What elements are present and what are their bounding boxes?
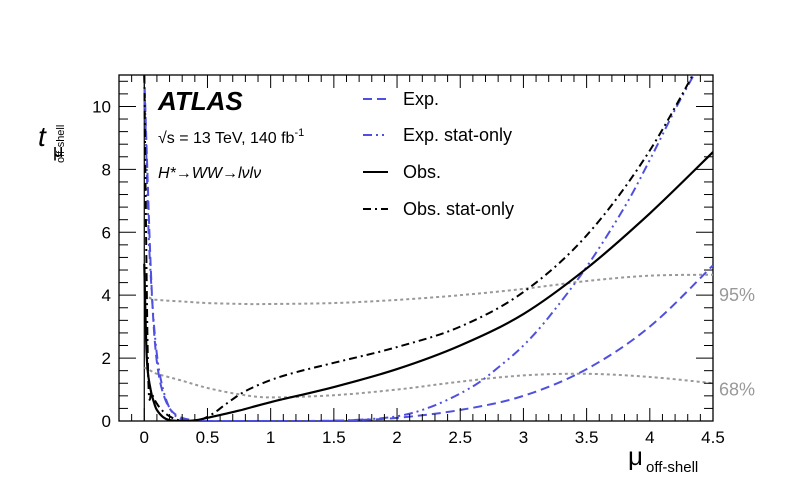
energy-label-sup: -1 — [294, 127, 304, 139]
threshold-label: 68% — [719, 380, 755, 400]
y-tick-label: 2 — [102, 349, 111, 368]
atlas-label: ATLAS — [157, 86, 243, 116]
x-tick-label: 4.5 — [701, 428, 725, 447]
y-axis-title-subsub: off-shell — [55, 125, 67, 163]
x-tick-label: 0.5 — [196, 428, 220, 447]
x-axis-title-sub: off-shell — [646, 459, 698, 476]
series-line-exp-stat-only — [143, 75, 695, 421]
series-line-68 — [143, 366, 713, 399]
legend-label: Obs. stat-only — [403, 199, 514, 219]
y-tick-label: 4 — [102, 286, 111, 305]
x-axis-title: μ — [628, 441, 643, 471]
x-tick-label: 2.5 — [448, 428, 472, 447]
series-line-95 — [143, 273, 713, 306]
x-tick-label: 0 — [140, 428, 149, 447]
plot-frame — [118, 74, 714, 422]
process-label: H*→WW→lνlν — [158, 165, 261, 182]
y-tick-label: 10 — [92, 97, 111, 116]
x-axis-title-mu: μ — [628, 441, 643, 471]
legend-label: Exp. stat-only — [403, 125, 512, 145]
threshold-label: 95% — [719, 285, 755, 305]
y-axis-title-offshell: off-shell — [55, 125, 67, 163]
x-tick-label: 3.5 — [575, 428, 599, 447]
energy-label: √s = 13 TeV, 140 fb-1 — [158, 127, 304, 147]
y-axis-title: t — [38, 121, 47, 152]
y-tick-label: 0 — [102, 412, 111, 431]
x-tick-label: 1.5 — [322, 428, 346, 447]
series-line-exp — [143, 75, 713, 421]
x-tick-label: 3 — [519, 428, 528, 447]
y-axis-title-mu: μ — [53, 141, 63, 161]
series-line-obs-stat-only — [143, 75, 694, 421]
energy-label-text: √s = 13 TeV, 140 fb — [158, 130, 295, 147]
legend-label: Obs. — [403, 162, 441, 182]
y-axis-title-t: t — [38, 121, 47, 152]
y-tick-label: 8 — [102, 160, 111, 179]
legend-label: Exp. — [403, 89, 439, 109]
x-tick-label: 4 — [645, 428, 654, 447]
series-line-obs — [143, 151, 713, 421]
x-tick-label: 1 — [266, 428, 275, 447]
y-tick-label: 6 — [102, 223, 111, 242]
y-axis-title-sub: μ — [53, 141, 63, 161]
x-tick-label: 2 — [392, 428, 401, 447]
